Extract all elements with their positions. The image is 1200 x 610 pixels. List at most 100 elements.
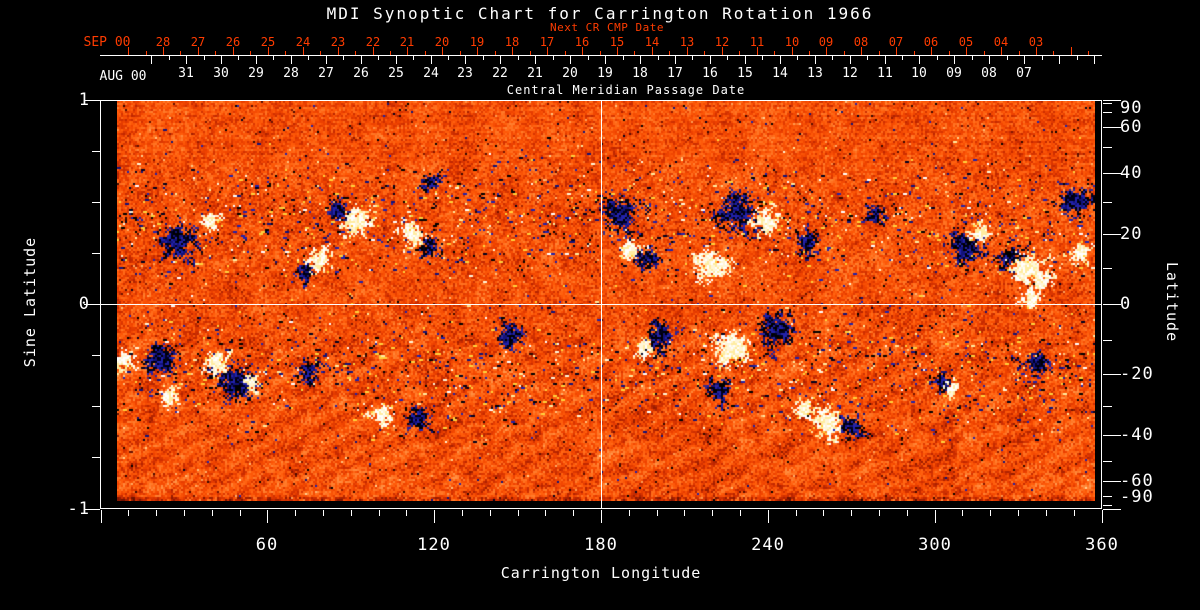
cmp-halfday-tick bbox=[902, 56, 903, 60]
x-axis-minor-tick bbox=[462, 510, 463, 516]
right-axis-major-tick bbox=[1103, 304, 1121, 305]
x-axis-minor-tick bbox=[295, 510, 296, 516]
next-cr-date-label: 05 bbox=[958, 35, 974, 49]
cmp-date-label: 23 bbox=[457, 66, 473, 81]
x-axis-major-tick bbox=[768, 510, 769, 523]
next-cr-day-tick bbox=[896, 47, 897, 55]
right-axis-tick-label: 60 bbox=[1120, 117, 1143, 137]
next-cr-date-label: 19 bbox=[469, 35, 485, 49]
right-axis-minor-tick bbox=[1103, 147, 1112, 148]
right-axis-major-tick bbox=[1103, 127, 1121, 128]
cmp-day-tick bbox=[605, 56, 606, 64]
next-cr-halfday-tick bbox=[215, 51, 216, 55]
next-cr-halfday-tick bbox=[250, 51, 251, 55]
cmp-halfday-tick bbox=[553, 56, 554, 60]
right-axis-tick-label: -40 bbox=[1120, 425, 1154, 445]
right-axis-minor-tick bbox=[1103, 103, 1112, 104]
next-cr-day-tick bbox=[512, 47, 513, 55]
cmp-halfday-tick bbox=[483, 56, 484, 60]
cmp-date-label: 20 bbox=[562, 66, 578, 81]
x-axis-tick-label: 60 bbox=[255, 535, 279, 555]
right-axis-tick-label: -90 bbox=[1120, 487, 1154, 507]
x-axis-minor-tick bbox=[573, 510, 574, 516]
right-axis-major-tick bbox=[1103, 481, 1121, 482]
cmp-day-tick bbox=[815, 56, 816, 64]
cmp-halfday-tick bbox=[169, 56, 170, 60]
cmp-halfday-tick bbox=[1042, 56, 1043, 60]
next-cr-date-label: 09 bbox=[818, 35, 834, 49]
next-cr-date-label: 11 bbox=[749, 35, 765, 49]
next-cr-day-tick bbox=[547, 47, 548, 55]
cmp-halfday-tick bbox=[413, 56, 414, 60]
x-axis-minor-tick bbox=[712, 510, 713, 516]
cmp-day-tick bbox=[919, 56, 920, 64]
next-cr-halfday-tick bbox=[914, 51, 915, 55]
cmp-day-tick bbox=[1059, 56, 1060, 64]
cmp-date-label: 19 bbox=[597, 66, 613, 81]
cmp-halfday-tick bbox=[343, 56, 344, 60]
cmp-date-label: 24 bbox=[423, 66, 439, 81]
next-cr-date-label: 20 bbox=[434, 35, 450, 49]
next-cr-day-tick bbox=[1036, 47, 1037, 55]
next-cr-date-label: 08 bbox=[853, 35, 869, 49]
next-cr-day-tick bbox=[338, 47, 339, 55]
cmp-halfday-tick bbox=[797, 56, 798, 60]
cmp-day-tick bbox=[431, 56, 432, 64]
left-axis-minor-tick bbox=[92, 355, 100, 356]
cmp-halfday-tick bbox=[972, 56, 973, 60]
cmp-date-label: 28 bbox=[283, 66, 299, 81]
x-axis-minor-tick bbox=[629, 510, 630, 516]
right-axis-major-tick bbox=[1103, 100, 1121, 101]
next-cr-halfday-tick bbox=[180, 51, 181, 55]
next-cr-day-tick bbox=[582, 47, 583, 55]
next-cr-date-label: 03 bbox=[1028, 35, 1044, 49]
cmp-date-label: 31 bbox=[178, 66, 194, 81]
x-axis-tick-label: 240 bbox=[751, 535, 785, 555]
right-axis-tick-label: -20 bbox=[1120, 364, 1154, 384]
cmp-date-label: 16 bbox=[702, 66, 718, 81]
cmp-day-tick bbox=[954, 56, 955, 64]
left-axis-tick-label: -1 bbox=[67, 499, 90, 519]
next-cr-date-label: 28 bbox=[155, 35, 171, 49]
right-axis-title: Latitude bbox=[1163, 261, 1181, 343]
next-cr-day-tick bbox=[128, 47, 129, 55]
cmp-halfday-tick bbox=[308, 56, 309, 60]
next-cr-day-tick bbox=[1071, 47, 1072, 55]
right-axis-tick-label: 40 bbox=[1120, 163, 1143, 183]
x-axis-title: Carrington Longitude bbox=[500, 564, 702, 582]
x-axis-minor-tick bbox=[156, 510, 157, 516]
next-cr-date-label: 23 bbox=[330, 35, 346, 49]
right-axis-minor-tick bbox=[1103, 406, 1112, 407]
next-cr-halfday-tick bbox=[739, 51, 740, 55]
next-cr-date-label: 06 bbox=[923, 35, 939, 49]
cmp-halfday-tick bbox=[623, 56, 624, 60]
next-cr-date-label: 22 bbox=[365, 35, 381, 49]
cmp-halfday-tick bbox=[518, 56, 519, 60]
next-cr-day-tick bbox=[198, 47, 199, 55]
next-cr-halfday-tick bbox=[704, 51, 705, 55]
x-axis-minor-tick bbox=[740, 510, 741, 516]
next-cr-day-tick bbox=[373, 47, 374, 55]
cmp-day-tick bbox=[745, 56, 746, 64]
cmp-day-tick bbox=[256, 56, 257, 64]
cmp-date-label: 25 bbox=[388, 66, 404, 81]
next-cr-halfday-tick bbox=[530, 51, 531, 55]
next-cr-day-tick bbox=[966, 47, 967, 55]
next-cr-day-tick bbox=[442, 47, 443, 55]
cmp-day-tick bbox=[291, 56, 292, 64]
meridian-180-reference-line bbox=[601, 100, 602, 509]
cmp-day-tick bbox=[151, 56, 152, 64]
next-cr-halfday-tick bbox=[809, 51, 810, 55]
next-cr-date-label: 26 bbox=[225, 35, 241, 49]
x-axis-minor-tick bbox=[323, 510, 324, 516]
x-axis-tick-label: 180 bbox=[584, 535, 618, 555]
next-cr-date-label: 14 bbox=[644, 35, 660, 49]
x-axis-minor-tick bbox=[879, 510, 880, 516]
cmp-day-tick bbox=[850, 56, 851, 64]
next-cr-date-label: 24 bbox=[295, 35, 311, 49]
page-title: MDI Synoptic Chart for Carrington Rotati… bbox=[326, 4, 874, 23]
next-cr-halfday-tick bbox=[320, 51, 321, 55]
x-axis-major-tick bbox=[601, 510, 602, 523]
cmp-day-tick bbox=[989, 56, 990, 64]
